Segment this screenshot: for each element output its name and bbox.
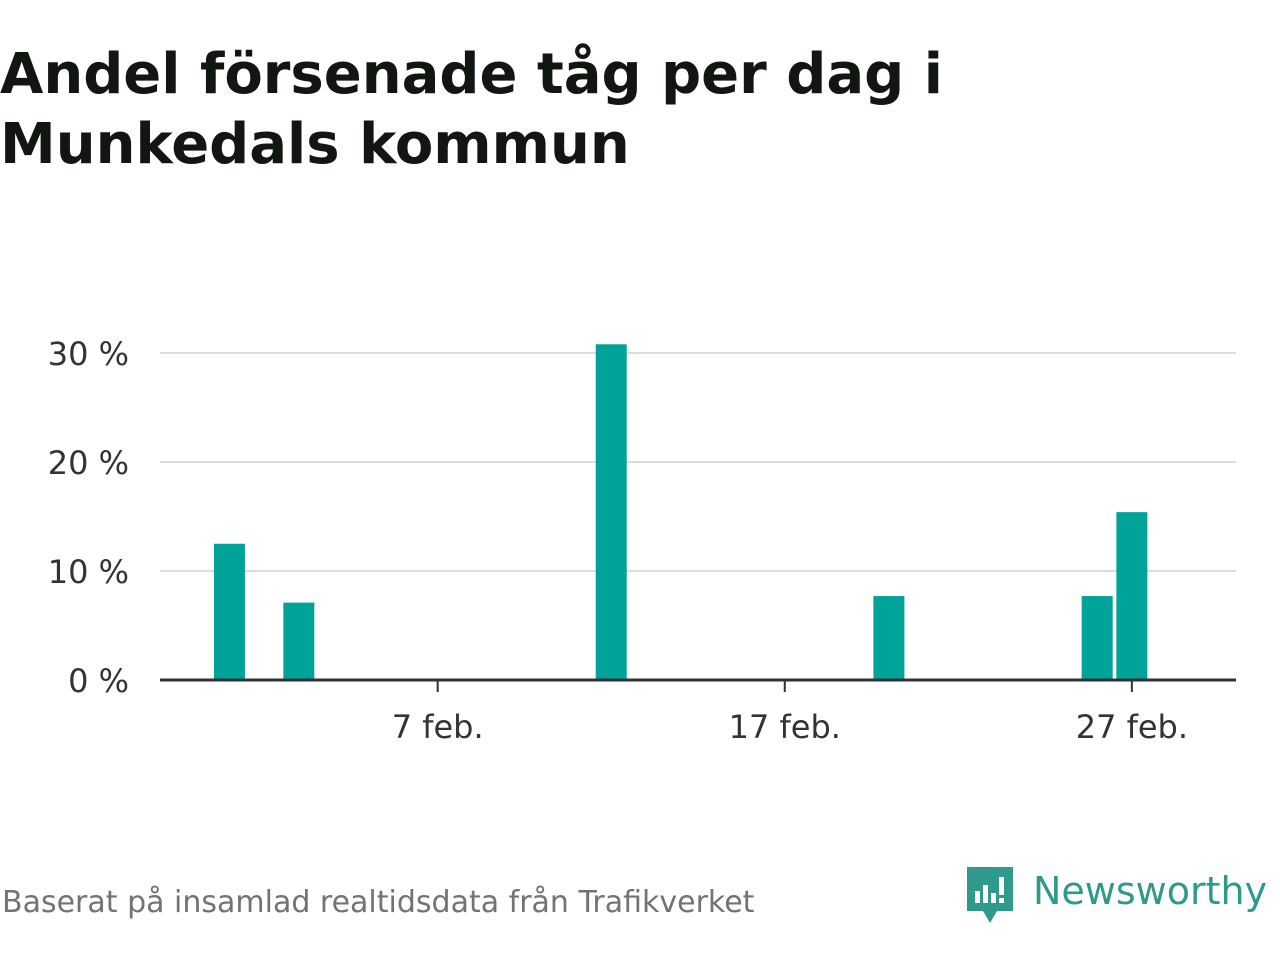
- newsworthy-logo-icon: [967, 867, 1013, 923]
- brand-name: Newsworthy: [1033, 869, 1268, 913]
- bar: [213, 543, 245, 680]
- bar: [1081, 596, 1113, 680]
- y-tick-label: 30 %: [48, 335, 129, 373]
- x-tick-label: 27 feb.: [1076, 708, 1188, 746]
- x-tick-label: 17 feb.: [729, 708, 841, 746]
- chart-title-line-2: Munkedals kommun: [0, 112, 630, 177]
- bar: [873, 596, 905, 680]
- source-note: Baserat på insamlad realtidsdata från Tr…: [2, 885, 755, 920]
- y-tick-label: 0 %: [68, 662, 129, 700]
- bar: [283, 602, 315, 680]
- chart-title-line-1: Andel försenade tåg per dag i: [0, 42, 943, 107]
- y-tick-label: 10 %: [48, 553, 129, 591]
- brand-logo: Newsworthy: [965, 865, 1267, 927]
- bar: [1116, 512, 1148, 680]
- y-tick-label: 20 %: [48, 444, 129, 482]
- bar: [595, 344, 627, 680]
- chart-title: Andel försenade tåg per dag i Munkedals …: [0, 40, 1100, 180]
- x-tick-label: 7 feb.: [392, 708, 484, 746]
